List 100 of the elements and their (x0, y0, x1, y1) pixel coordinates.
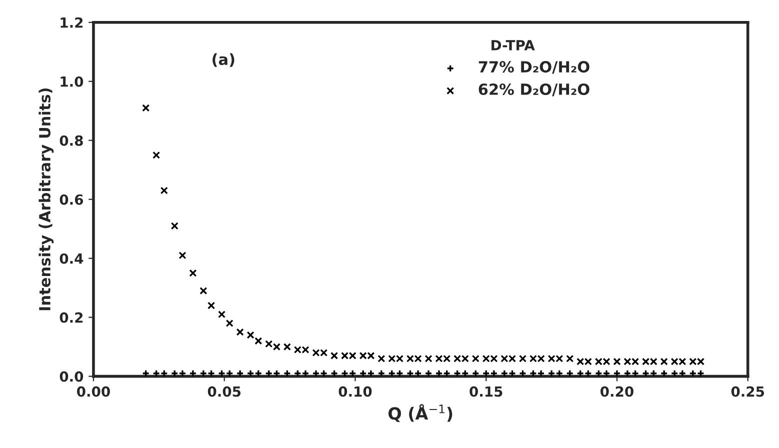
point (265, 370, 273, 378)
x-tick-label: 0.20 (600, 386, 634, 397)
point (207, 302, 216, 310)
legend-title: D-TPA (492, 40, 535, 50)
point (330, 352, 338, 360)
point (566, 354, 574, 362)
point (594, 370, 602, 378)
point (246, 331, 254, 339)
point (226, 370, 234, 378)
point (508, 370, 516, 378)
point (283, 343, 291, 351)
point (482, 370, 490, 378)
point (348, 370, 356, 378)
y-tick-label: 0.2 (60, 312, 83, 323)
point (218, 310, 226, 318)
point (613, 358, 621, 366)
point (200, 370, 208, 378)
point (207, 370, 216, 378)
point (500, 370, 508, 378)
x-tick-label: 0.00 (77, 386, 110, 397)
point (312, 370, 320, 378)
point (490, 370, 498, 378)
point (537, 370, 545, 378)
point (170, 370, 178, 378)
point (359, 370, 367, 378)
point (367, 370, 375, 378)
point (178, 252, 186, 260)
point (670, 370, 678, 378)
point (435, 370, 443, 378)
point (642, 370, 650, 378)
point (226, 319, 234, 328)
point (218, 370, 226, 378)
point (556, 370, 564, 378)
point (272, 370, 280, 378)
point (388, 370, 396, 378)
point (696, 370, 705, 378)
point (454, 370, 462, 378)
x-tick-label: 0.25 (731, 386, 764, 397)
point (302, 370, 310, 378)
y-tick-label: 1.0 (60, 76, 84, 87)
y-tick-label: 0.4 (60, 253, 84, 264)
y-tick-label: 0.6 (60, 194, 84, 205)
point (152, 370, 160, 378)
point (200, 287, 208, 295)
point (254, 370, 262, 378)
point (170, 222, 178, 230)
point (236, 328, 244, 336)
point (548, 370, 556, 378)
point (254, 337, 262, 345)
x-tick-label: 0.15 (470, 386, 502, 397)
point (518, 370, 527, 378)
point (424, 354, 432, 362)
point (566, 370, 574, 378)
point (378, 354, 386, 362)
point (378, 370, 386, 378)
point (236, 370, 244, 378)
point (624, 370, 632, 378)
point (406, 370, 414, 378)
legend-label: 77% D₂O/H₂O (478, 61, 590, 74)
point (660, 358, 668, 366)
point (246, 370, 254, 378)
point (472, 354, 480, 362)
x-tick-label: 0.05 (208, 386, 241, 397)
point (160, 370, 168, 378)
point (689, 370, 697, 378)
x-tick-label: 0.10 (338, 386, 372, 397)
point (189, 370, 197, 378)
legend-label: 62% D₂O/H₂O (478, 83, 590, 96)
point (660, 370, 668, 378)
point (152, 151, 160, 159)
point (443, 370, 451, 378)
x-axis-title: Q (Å$^{−1}$) (388, 404, 452, 422)
point (518, 354, 527, 362)
point (142, 370, 150, 378)
point (424, 370, 432, 378)
annotation: (a) (212, 53, 234, 67)
point (396, 370, 404, 378)
point (650, 370, 658, 378)
point (340, 370, 349, 378)
point (320, 370, 328, 378)
point (142, 104, 150, 112)
y-tick-label: 1.2 (60, 17, 83, 28)
point (678, 370, 686, 378)
point (294, 370, 302, 378)
point (283, 370, 291, 378)
y-axis-title: Intensity (Arbitrary Units) (38, 88, 54, 310)
point (602, 370, 610, 378)
point (632, 370, 640, 378)
point (613, 370, 621, 378)
point (160, 186, 168, 194)
y-tick-label: 0.8 (60, 135, 83, 146)
point (414, 370, 422, 378)
point (461, 370, 469, 378)
point (529, 370, 537, 378)
point (330, 370, 338, 378)
point (178, 370, 186, 378)
point (584, 370, 592, 378)
point (189, 269, 197, 277)
y-tick-label: 0.0 (60, 371, 84, 382)
point (576, 370, 584, 378)
